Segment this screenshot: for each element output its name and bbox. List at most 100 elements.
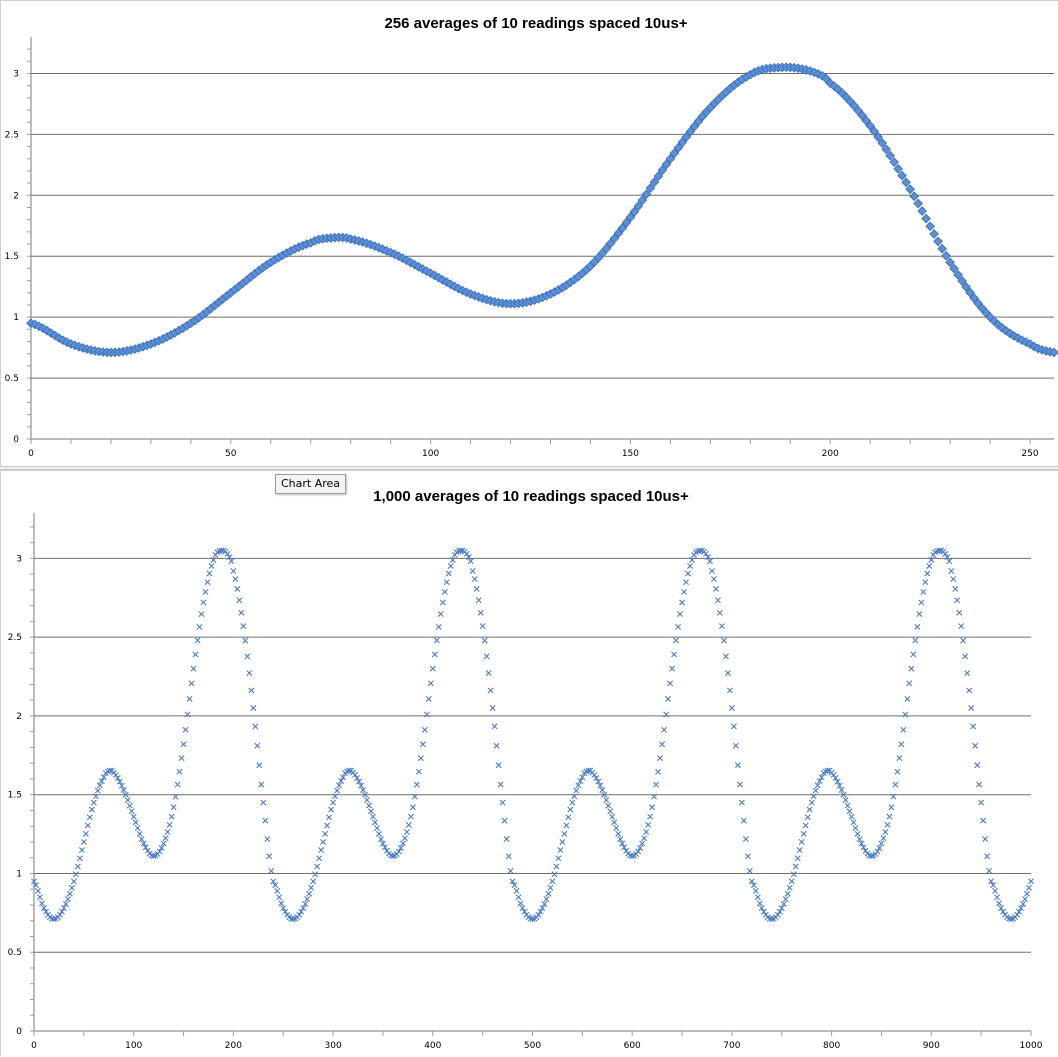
data-point (950, 576, 957, 583)
data-point (276, 894, 283, 901)
data-point (798, 838, 805, 845)
data-point (878, 840, 885, 847)
data-point (471, 576, 478, 583)
data-point (210, 556, 217, 563)
data-point (306, 890, 313, 897)
y-tick-label: 1.5 (8, 791, 22, 801)
data-point (308, 884, 315, 891)
data-point (673, 637, 680, 644)
chart-top-svg: 256 averages of 10 readings spaced 10us+… (5, 15, 1058, 459)
data-point (986, 867, 993, 874)
data-point (447, 562, 454, 569)
data-point (942, 550, 949, 557)
data-point (848, 813, 855, 820)
data-point (180, 741, 187, 748)
data-point (34, 887, 41, 894)
data-point (997, 322, 1007, 333)
data-point (423, 711, 430, 718)
data-point (651, 793, 658, 800)
data-point (796, 847, 803, 854)
data-point (178, 755, 185, 762)
data-points-top (26, 62, 1058, 358)
chart-area-bottom[interactable]: 1,000 averages of 10 readings spaced 10u… (0, 470, 1058, 1056)
data-point (439, 599, 446, 606)
data-point (886, 813, 893, 820)
data-point (256, 762, 263, 769)
data-point (613, 825, 620, 832)
data-point (369, 813, 376, 820)
data-point (1018, 905, 1025, 912)
data-point (138, 836, 145, 843)
y-tick-label: 0.5 (8, 948, 22, 958)
data-point (595, 778, 602, 785)
data-point (929, 229, 939, 239)
data-point (802, 822, 809, 829)
data-point (716, 609, 723, 616)
data-point (702, 550, 709, 557)
data-point (517, 900, 524, 907)
data-point (832, 774, 839, 781)
data-point (790, 871, 797, 878)
data-point (941, 250, 951, 261)
data-point (945, 257, 955, 268)
data-point (599, 786, 606, 793)
data-point (537, 908, 544, 915)
data-point (1020, 900, 1027, 907)
data-point (76, 855, 83, 862)
data-point (232, 576, 239, 583)
data-point (92, 793, 99, 800)
data-point (904, 695, 911, 702)
data-point (774, 911, 781, 918)
data-point (280, 905, 287, 912)
y-tick-label: 1 (16, 869, 22, 879)
data-point (877, 138, 888, 148)
data-point (465, 554, 472, 561)
data-point (82, 830, 89, 837)
data-point (270, 878, 277, 885)
y-tick-label: 0 (16, 1027, 22, 1037)
data-point (196, 623, 203, 630)
data-point (373, 825, 380, 832)
y-tick-label: 3 (13, 69, 19, 79)
data-point (884, 821, 891, 828)
data-point (481, 637, 488, 644)
data-point (858, 840, 865, 847)
data-point (663, 711, 670, 718)
data-point (724, 670, 731, 677)
data-point (555, 855, 562, 862)
gridlines-top (31, 72, 1054, 379)
chart-area-top[interactable]: 256 averages of 10 readings spaced 10us+… (0, 0, 1058, 466)
data-point (621, 217, 632, 228)
data-point (649, 177, 660, 187)
data-point (896, 755, 903, 762)
y-tick-label: 2.5 (5, 130, 19, 140)
data-point (605, 802, 612, 809)
data-point (920, 588, 927, 595)
data-point (266, 853, 273, 860)
data-point (637, 195, 648, 206)
data-point (360, 786, 366, 793)
data-point (497, 781, 504, 788)
data-point (909, 191, 920, 202)
chart-bottom-svg: 1,000 averages of 10 readings spaced 10u… (8, 488, 1043, 1051)
data-point (58, 908, 65, 915)
data-point (330, 799, 337, 806)
data-point (681, 132, 692, 142)
data-point (340, 774, 347, 781)
data-point (326, 814, 333, 821)
data-point (274, 887, 281, 894)
data-point (427, 680, 434, 687)
data-point (84, 822, 91, 829)
data-point (128, 808, 135, 815)
data-point (613, 228, 624, 239)
data-point (677, 137, 688, 148)
x-tick-label: 100 (422, 449, 439, 459)
data-point (778, 905, 785, 912)
data-point (503, 836, 510, 842)
data-point (417, 755, 424, 762)
data-point (541, 900, 548, 907)
data-point (403, 829, 410, 836)
data-point (922, 579, 929, 586)
data-point (252, 723, 259, 730)
data-point (758, 905, 765, 912)
